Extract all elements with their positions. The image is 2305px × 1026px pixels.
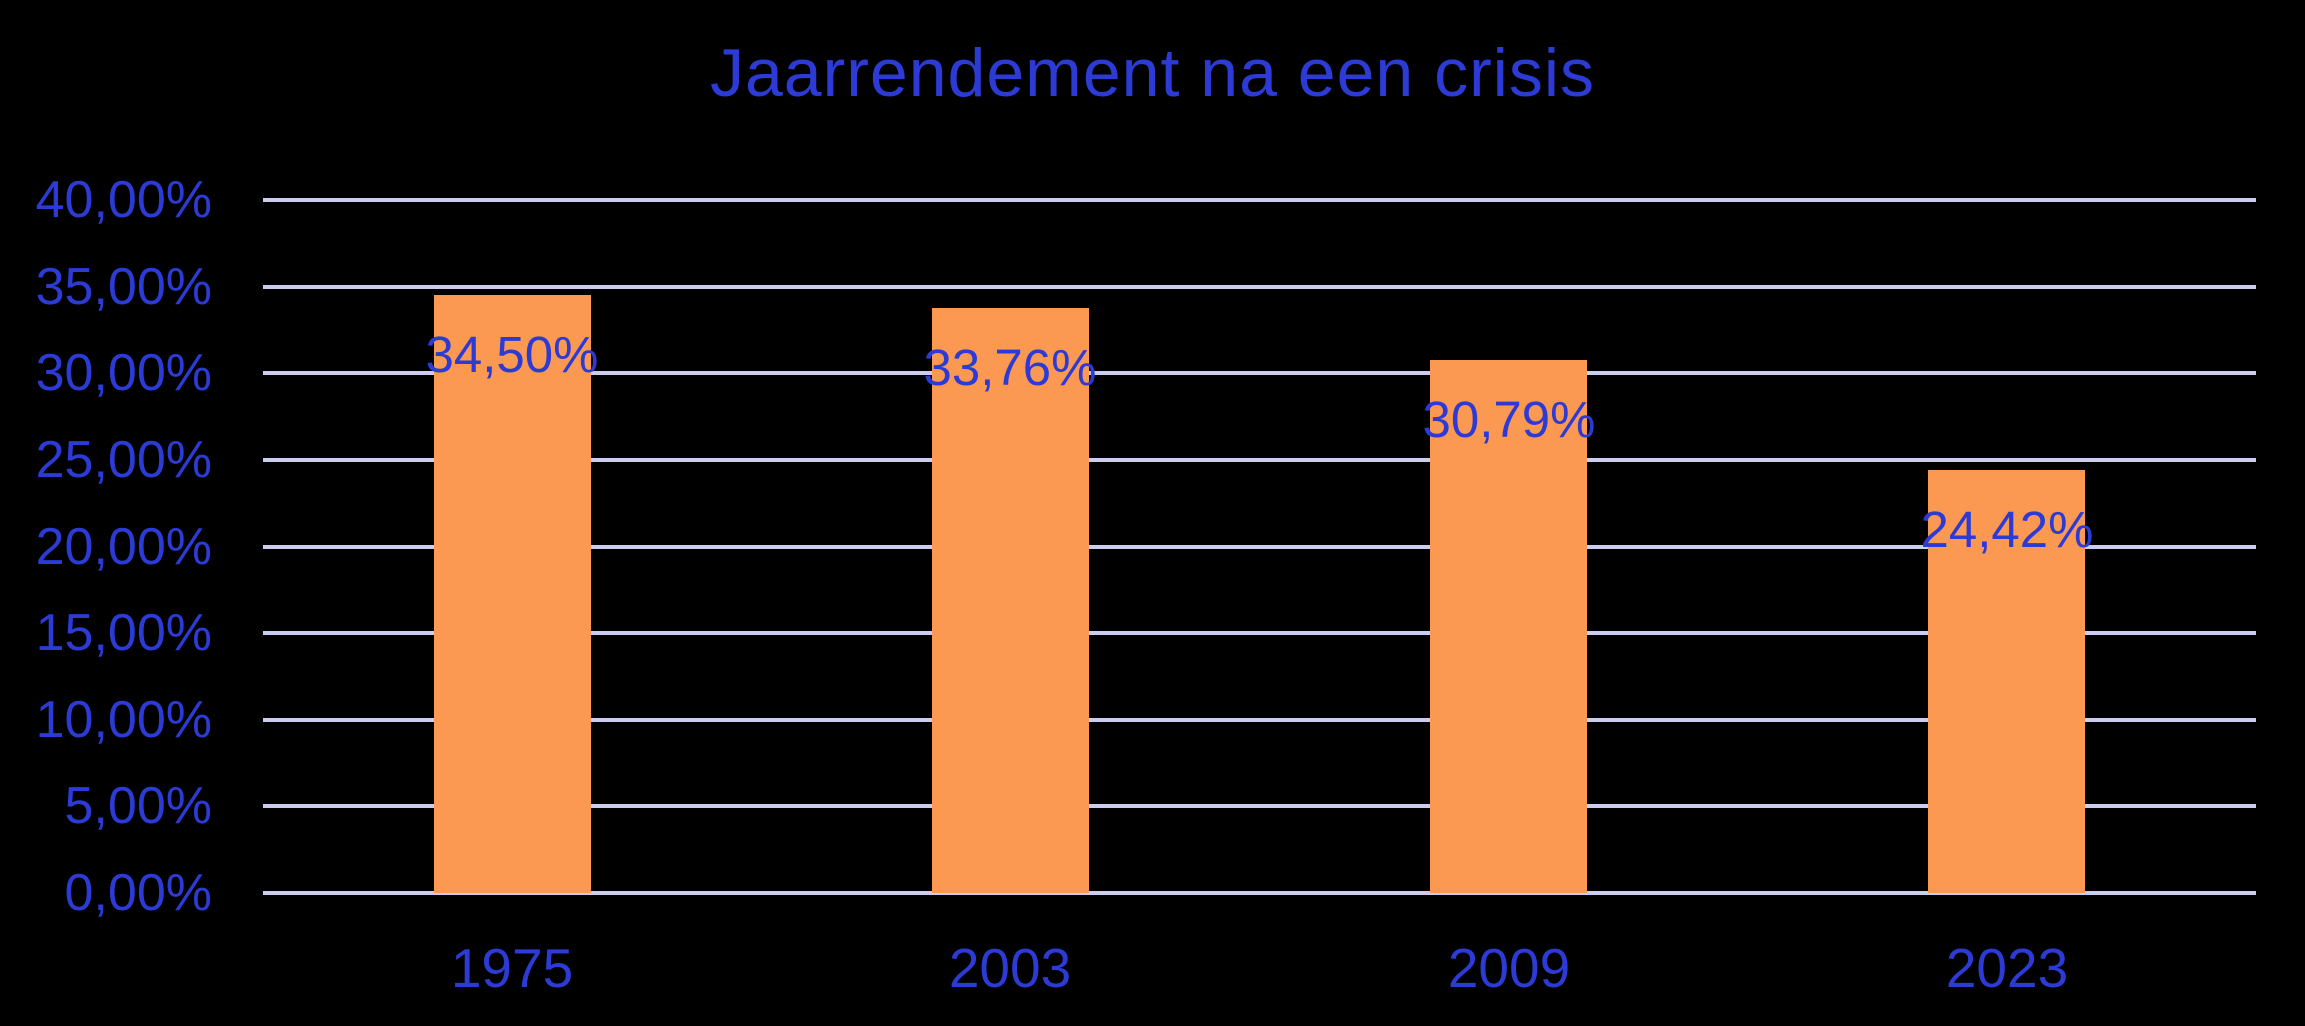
gridline xyxy=(263,284,2256,289)
y-tick-label: 15,00% xyxy=(35,604,212,663)
gridline xyxy=(263,804,2256,809)
gridline xyxy=(263,457,2256,462)
bar xyxy=(932,308,1089,893)
y-tick-label: 0,00% xyxy=(64,864,212,922)
bar xyxy=(434,295,591,893)
bar-value-label: 34,50% xyxy=(425,326,599,383)
y-tick-label: 25,00% xyxy=(35,430,212,489)
x-tick-label: 2009 xyxy=(1447,937,1571,999)
bar xyxy=(1430,360,1587,893)
bar-value-label: 24,42% xyxy=(1920,501,2094,558)
x-tick-label: 2023 xyxy=(1945,937,2069,999)
x-tick-label: 1975 xyxy=(450,937,574,999)
x-tick-label: 2003 xyxy=(948,937,1072,999)
bar xyxy=(1928,470,2085,893)
y-tick-label: 5,00% xyxy=(64,777,212,836)
gridline xyxy=(263,717,2256,722)
gridline xyxy=(263,371,2256,376)
gridline xyxy=(263,198,2256,202)
y-tick-label: 10,00% xyxy=(35,690,212,749)
gridline xyxy=(263,544,2256,549)
gridline xyxy=(263,631,2256,636)
y-tick-label: 35,00% xyxy=(35,257,212,316)
bar-value-label: 33,76% xyxy=(923,339,1097,396)
y-tick-label: 20,00% xyxy=(35,517,212,576)
gridline xyxy=(263,891,2256,895)
y-tick-label: 30,00% xyxy=(35,344,212,403)
y-tick-label: 40,00% xyxy=(35,171,212,229)
bar-value-label: 30,79% xyxy=(1422,391,1596,448)
chart-title: Jaarrendement na een crisis xyxy=(709,35,1595,111)
